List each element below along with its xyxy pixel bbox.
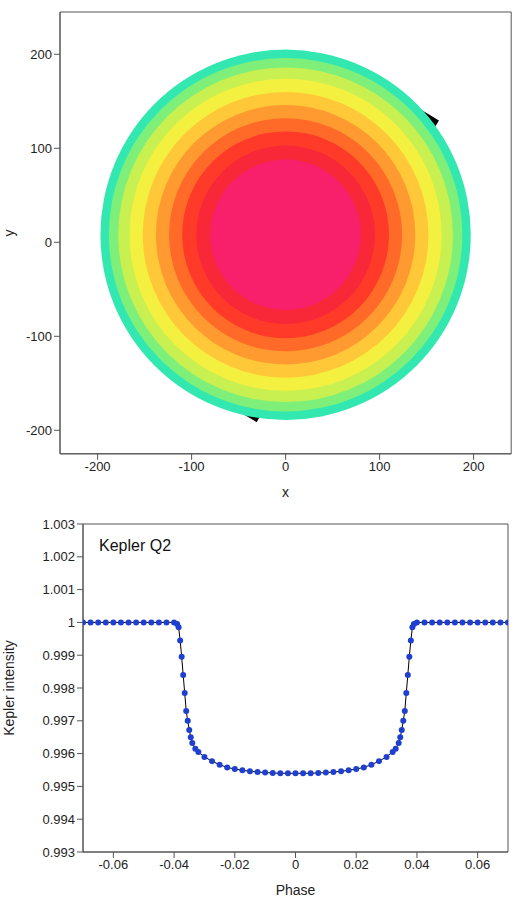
svg-text:y: y xyxy=(1,229,17,236)
svg-text:0.996: 0.996 xyxy=(42,746,75,761)
svg-text:Kepler Q2: Kepler Q2 xyxy=(99,537,171,554)
svg-text:-0.02: -0.02 xyxy=(220,857,250,872)
svg-text:Kepler intensity: Kepler intensity xyxy=(1,640,17,736)
svg-text:100: 100 xyxy=(369,459,391,474)
svg-text:-200: -200 xyxy=(26,423,52,438)
svg-text:0.04: 0.04 xyxy=(404,857,429,872)
svg-text:1: 1 xyxy=(68,615,75,630)
svg-text:1.001: 1.001 xyxy=(42,582,75,597)
svg-text:-0.04: -0.04 xyxy=(159,857,189,872)
svg-text:0: 0 xyxy=(292,857,299,872)
svg-text:1.003: 1.003 xyxy=(42,517,75,532)
svg-text:100: 100 xyxy=(30,141,52,156)
svg-text:0.995: 0.995 xyxy=(42,779,75,794)
svg-text:0: 0 xyxy=(45,235,52,250)
svg-text:0.02: 0.02 xyxy=(344,857,369,872)
svg-text:0.998: 0.998 xyxy=(42,681,75,696)
svg-text:-100: -100 xyxy=(26,329,52,344)
svg-text:0.993: 0.993 xyxy=(42,845,75,860)
svg-text:0.999: 0.999 xyxy=(42,648,75,663)
svg-text:0: 0 xyxy=(282,459,289,474)
svg-text:200: 200 xyxy=(30,47,52,62)
svg-text:-100: -100 xyxy=(179,459,205,474)
svg-text:Phase: Phase xyxy=(276,882,316,898)
svg-text:0.06: 0.06 xyxy=(465,857,490,872)
svg-text:-0.06: -0.06 xyxy=(99,857,129,872)
svg-text:0.994: 0.994 xyxy=(42,812,75,827)
svg-text:1.002: 1.002 xyxy=(42,549,75,564)
svg-text:200: 200 xyxy=(463,459,485,474)
svg-text:x: x xyxy=(282,484,289,500)
svg-text:-200: -200 xyxy=(85,459,111,474)
svg-text:0.997: 0.997 xyxy=(42,713,75,728)
